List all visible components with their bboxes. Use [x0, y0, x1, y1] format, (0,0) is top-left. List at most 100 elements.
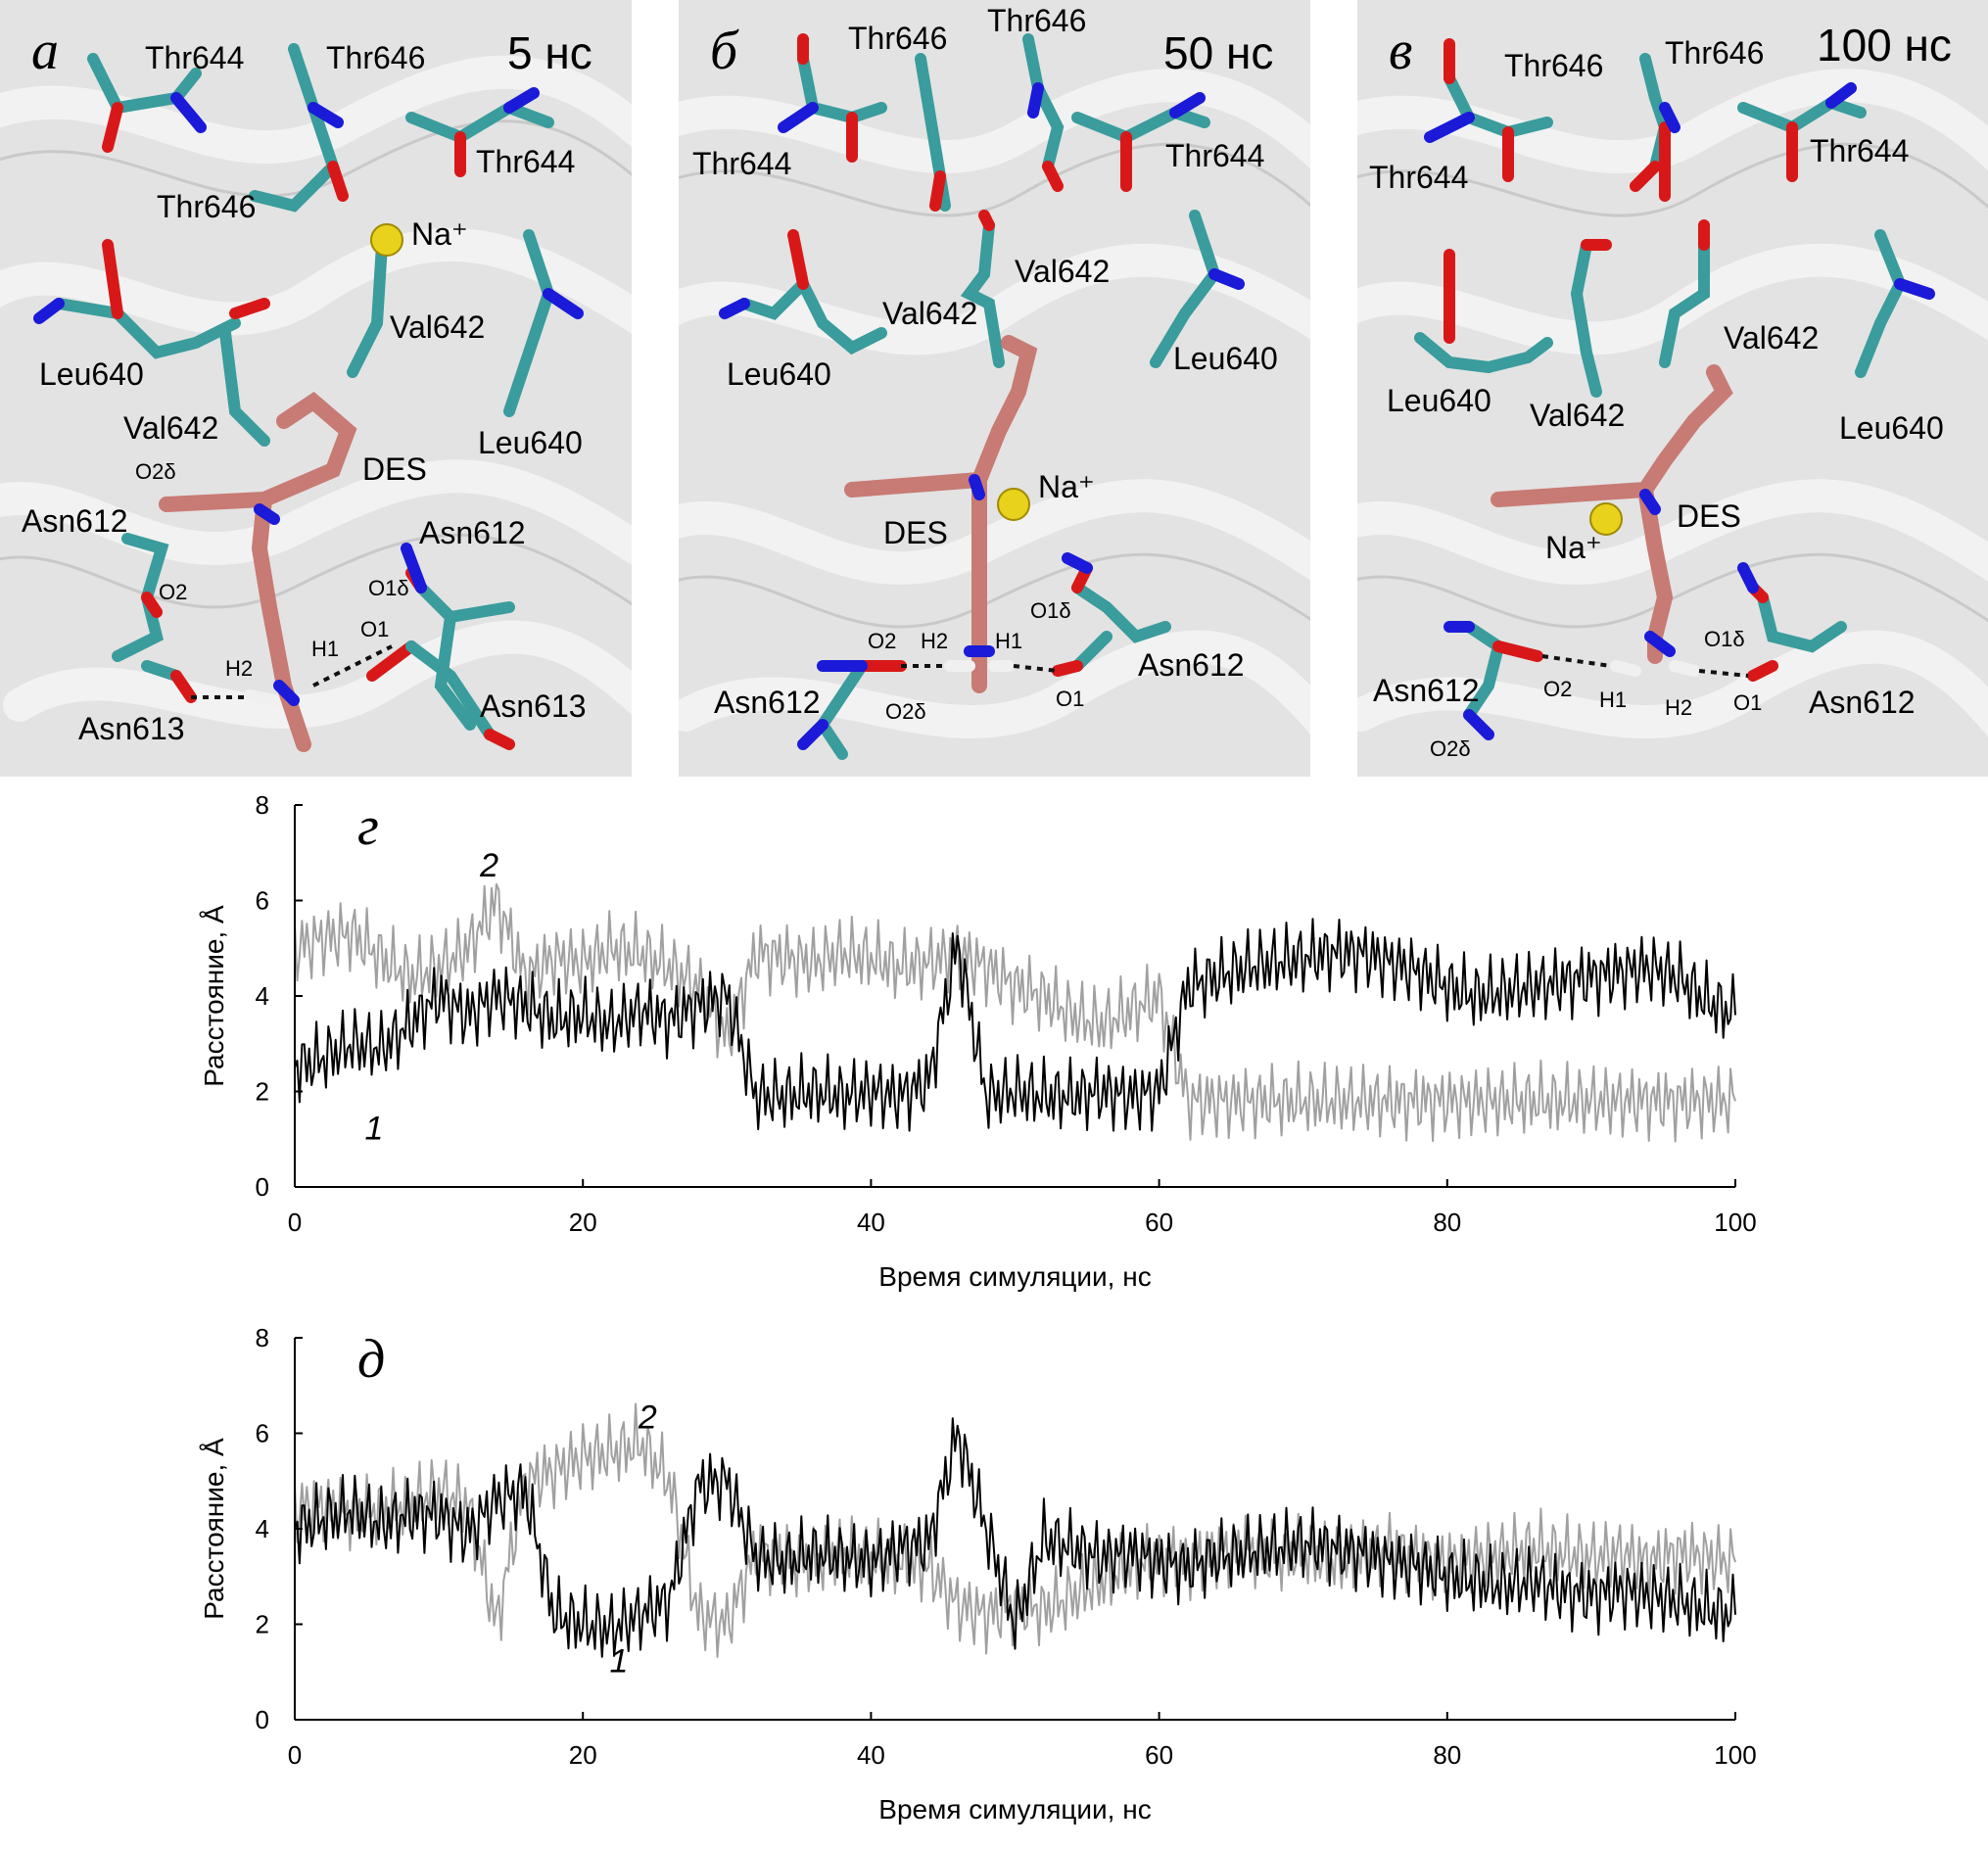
y-tick-label: 6 — [256, 886, 269, 916]
x-tick-label: 60 — [1145, 1208, 1173, 1237]
y-axis-title: Расстояние, Å — [199, 905, 229, 1087]
atom-label: Val642 — [1015, 254, 1110, 289]
y-tick-label: 8 — [256, 790, 269, 820]
atom-label: Val642 — [1530, 398, 1625, 433]
panel-c-time: 100 нс — [1817, 20, 1952, 71]
x-tick-label: 20 — [569, 1740, 597, 1770]
panel-c: в 100 нс Thr646 Thr646 Thr644 Thr644 Val… — [1357, 0, 1988, 777]
molecular-panels: а 5 нс Thr644 Thr646 Thr646 Thr644 Na⁺ V… — [0, 0, 1988, 777]
panel-a-time: 5 нс — [507, 27, 592, 78]
atom-label: O1δ — [368, 576, 409, 600]
atom-label: Na⁺ — [1038, 469, 1095, 504]
panel-b-time: 50 нс — [1163, 27, 1273, 78]
atom-label: Thr644 — [692, 146, 791, 181]
atom-label: Asn613 — [78, 711, 185, 746]
y-axis-title: Расстояние, Å — [199, 1438, 229, 1620]
atom-label: O1 — [360, 617, 389, 641]
atom-label: DES — [883, 515, 948, 550]
series-line-1 — [294, 1417, 1736, 1658]
atom-label: Thr644 — [1810, 133, 1909, 168]
atom-label: Leu640 — [39, 356, 144, 392]
y-tick-label: 4 — [256, 981, 269, 1011]
atom-label: DES — [362, 451, 427, 487]
atom-label: Asn613 — [480, 688, 587, 724]
atom-label: Thr644 — [145, 40, 244, 75]
atom-label: Thr646 — [157, 189, 256, 224]
atom-label: Asn612 — [1809, 685, 1916, 720]
y-tick-label: 8 — [256, 1323, 269, 1352]
atom-label: O2 — [1543, 677, 1572, 701]
atom-label: O1δ — [1704, 627, 1745, 651]
y-tick-label: 0 — [256, 1172, 269, 1202]
series-line-2 — [294, 882, 1736, 1143]
atom-label: Val642 — [1724, 320, 1819, 356]
x-axis-title: Время симуляции, нс — [878, 1261, 1151, 1292]
atom-label: Asn612 — [419, 515, 526, 550]
atom-label: H1 — [311, 637, 339, 661]
atom-label: Val642 — [882, 296, 977, 331]
atom-label: H2 — [225, 656, 253, 681]
x-tick-label: 0 — [288, 1208, 302, 1237]
atom-label: Thr644 — [1165, 138, 1264, 173]
panel-a-letter: а — [31, 21, 59, 81]
atom-label: O2δ — [885, 699, 926, 724]
series-number-label: 2 — [638, 1399, 657, 1437]
chart-panel-letter: д — [357, 1329, 385, 1390]
series-line-2 — [294, 1402, 1736, 1658]
atom-label: Asn612 — [22, 503, 128, 539]
atom-label: Thr646 — [1504, 48, 1603, 83]
atom-label: O1δ — [1030, 598, 1071, 623]
x-tick-label: 80 — [1433, 1740, 1461, 1770]
y-tick-label: 6 — [256, 1419, 269, 1448]
y-tick-label: 0 — [256, 1705, 269, 1734]
atom-label: O2δ — [1430, 736, 1471, 761]
atom-label: Leu640 — [1839, 410, 1944, 446]
x-tick-label: 60 — [1145, 1740, 1173, 1770]
x-tick-label: 100 — [1714, 1740, 1756, 1770]
atom-label: DES — [1677, 498, 1741, 534]
atom-label: H2 — [1665, 695, 1692, 720]
atom-label: O2 — [868, 629, 896, 653]
series-number-label: 1 — [364, 1110, 383, 1147]
y-tick-label: 4 — [256, 1514, 269, 1543]
x-tick-label: 0 — [288, 1740, 302, 1770]
atom-label: Asn612 — [1138, 647, 1245, 683]
atom-label: O2δ — [135, 459, 176, 484]
atom-label: H1 — [1599, 687, 1627, 712]
panel-a: а 5 нс Thr644 Thr646 Thr646 Thr644 Na⁺ V… — [0, 0, 632, 777]
atom-label: Thr646 — [848, 21, 947, 56]
x-tick-label: 20 — [569, 1208, 597, 1237]
x-tick-label: 40 — [857, 1740, 885, 1770]
atom-label: Leu640 — [1173, 341, 1278, 376]
panel-b-letter: б — [710, 21, 739, 81]
atom-label: Val642 — [123, 410, 218, 446]
atom-label: Thr646 — [987, 3, 1086, 38]
atom-label: Thr644 — [1369, 160, 1468, 195]
atom-label: Asn612 — [714, 685, 821, 720]
atom-label: O2 — [159, 580, 187, 604]
x-tick-label: 80 — [1433, 1208, 1461, 1237]
atom-label: Leu640 — [1387, 383, 1491, 418]
y-tick-label: 2 — [256, 1077, 269, 1107]
atom-label: Thr646 — [326, 40, 425, 75]
series-line-1 — [294, 918, 1736, 1132]
chart-panel-letter: г — [357, 796, 379, 857]
panel-b: б 50 нс Thr646 Thr646 Thr644 Thr644 Val6… — [679, 0, 1310, 777]
atom-label: Na⁺ — [1545, 530, 1602, 565]
x-tick-label: 100 — [1714, 1208, 1756, 1237]
atom-label: Thr644 — [476, 144, 575, 179]
atom-label: Val642 — [390, 309, 485, 345]
atom-label: Leu640 — [478, 425, 583, 460]
y-tick-label: 2 — [256, 1610, 269, 1639]
series-number-label: 1 — [610, 1642, 629, 1680]
atom-label: Leu640 — [727, 356, 831, 392]
panel-c-letter: в — [1389, 21, 1412, 81]
atom-label: O1 — [1733, 690, 1762, 715]
x-axis-title: Время симуляции, нс — [878, 1794, 1151, 1825]
atom-label: O1 — [1056, 687, 1084, 711]
x-tick-label: 40 — [857, 1208, 885, 1237]
atom-label: Na⁺ — [411, 216, 468, 252]
